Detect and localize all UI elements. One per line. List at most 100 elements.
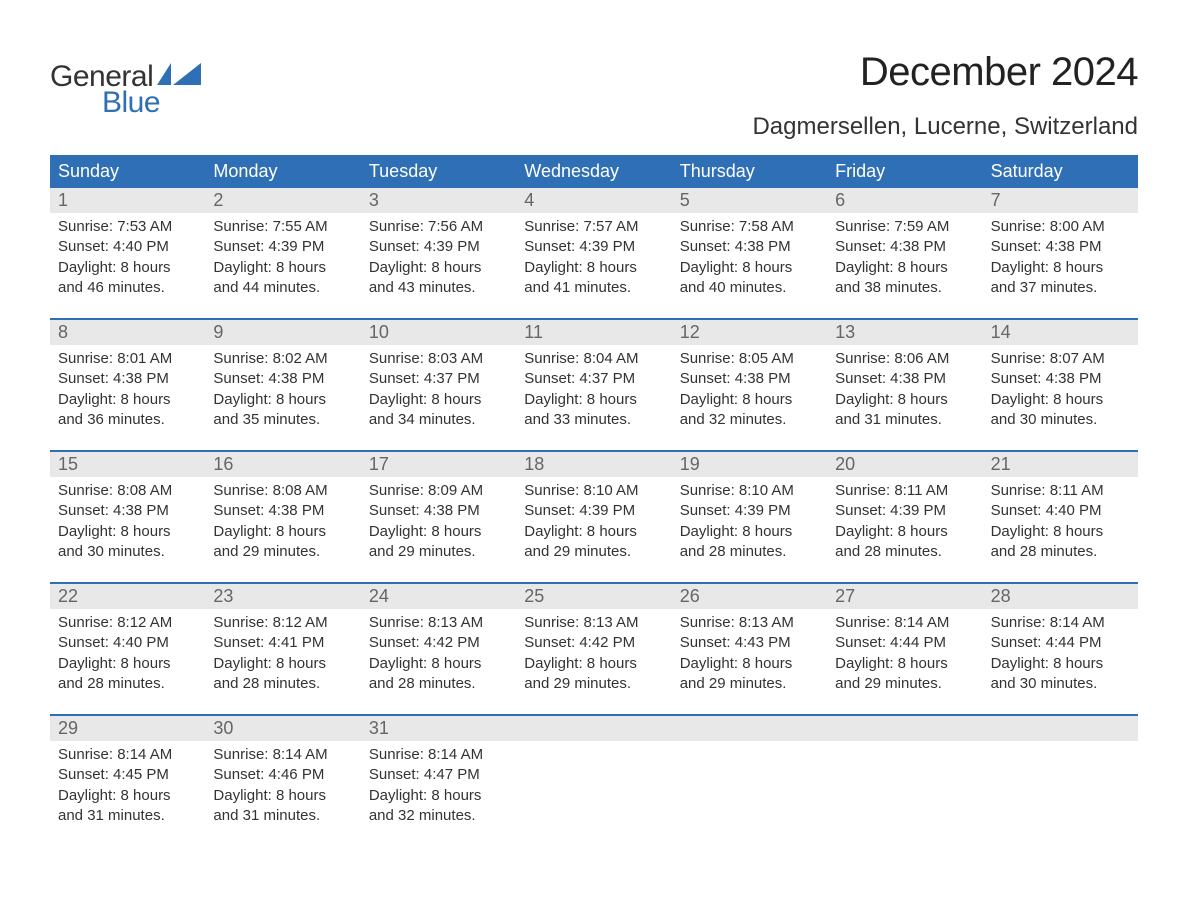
- sunset-text: Sunset: 4:39 PM: [213, 237, 352, 257]
- sunset-text: Sunset: 4:39 PM: [835, 501, 974, 521]
- sunset-text: Sunset: 4:40 PM: [58, 633, 197, 653]
- day-cell: Sunrise: 8:01 AMSunset: 4:38 PMDaylight:…: [50, 345, 205, 434]
- day-number: 9: [205, 320, 360, 345]
- day-number: 26: [672, 584, 827, 609]
- daylight-text-1: Daylight: 8 hours: [58, 390, 197, 410]
- sunset-text: Sunset: 4:44 PM: [835, 633, 974, 653]
- sunset-text: Sunset: 4:38 PM: [835, 237, 974, 257]
- daylight-text-2: and 31 minutes.: [213, 806, 352, 826]
- daylight-text-2: and 32 minutes.: [369, 806, 508, 826]
- day-number: 13: [827, 320, 982, 345]
- sunset-text: Sunset: 4:39 PM: [369, 237, 508, 257]
- daylight-text-1: Daylight: 8 hours: [58, 522, 197, 542]
- day-number: 23: [205, 584, 360, 609]
- sunrise-text: Sunrise: 8:08 AM: [58, 481, 197, 501]
- sunset-text: Sunset: 4:38 PM: [991, 237, 1130, 257]
- sunset-text: Sunset: 4:44 PM: [991, 633, 1130, 653]
- sunrise-text: Sunrise: 8:09 AM: [369, 481, 508, 501]
- day-cell: Sunrise: 8:14 AMSunset: 4:46 PMDaylight:…: [205, 741, 360, 830]
- day-number: 3: [361, 188, 516, 213]
- day-cell: Sunrise: 8:02 AMSunset: 4:38 PMDaylight:…: [205, 345, 360, 434]
- sunset-text: Sunset: 4:38 PM: [58, 369, 197, 389]
- daylight-text-2: and 44 minutes.: [213, 278, 352, 298]
- day-cell: Sunrise: 7:56 AMSunset: 4:39 PMDaylight:…: [361, 213, 516, 302]
- daylight-text-1: Daylight: 8 hours: [991, 654, 1130, 674]
- day-number-row: 293031: [50, 716, 1138, 741]
- sunrise-text: Sunrise: 8:11 AM: [835, 481, 974, 501]
- daylight-text-2: and 30 minutes.: [991, 410, 1130, 430]
- week-row: 891011121314Sunrise: 8:01 AMSunset: 4:38…: [50, 318, 1138, 434]
- sunrise-text: Sunrise: 8:10 AM: [524, 481, 663, 501]
- day-header-cell: Monday: [205, 155, 360, 188]
- day-cell: Sunrise: 7:57 AMSunset: 4:39 PMDaylight:…: [516, 213, 671, 302]
- sunset-text: Sunset: 4:47 PM: [369, 765, 508, 785]
- day-cell: Sunrise: 7:55 AMSunset: 4:39 PMDaylight:…: [205, 213, 360, 302]
- day-number: 24: [361, 584, 516, 609]
- day-cell: Sunrise: 8:08 AMSunset: 4:38 PMDaylight:…: [205, 477, 360, 566]
- day-number: 16: [205, 452, 360, 477]
- day-number: 27: [827, 584, 982, 609]
- daylight-text-2: and 31 minutes.: [58, 806, 197, 826]
- sunset-text: Sunset: 4:39 PM: [524, 501, 663, 521]
- daylight-text-2: and 46 minutes.: [58, 278, 197, 298]
- sunrise-text: Sunrise: 8:14 AM: [991, 613, 1130, 633]
- daylight-text-1: Daylight: 8 hours: [369, 258, 508, 278]
- day-body-row: Sunrise: 7:53 AMSunset: 4:40 PMDaylight:…: [50, 213, 1138, 302]
- day-number: 14: [983, 320, 1138, 345]
- sunset-text: Sunset: 4:38 PM: [213, 501, 352, 521]
- day-number: 1: [50, 188, 205, 213]
- day-cell: Sunrise: 7:53 AMSunset: 4:40 PMDaylight:…: [50, 213, 205, 302]
- day-number: 19: [672, 452, 827, 477]
- day-number: 4: [516, 188, 671, 213]
- daylight-text-1: Daylight: 8 hours: [369, 786, 508, 806]
- daylight-text-1: Daylight: 8 hours: [369, 522, 508, 542]
- day-number: 15: [50, 452, 205, 477]
- sunset-text: Sunset: 4:40 PM: [991, 501, 1130, 521]
- sunrise-text: Sunrise: 7:59 AM: [835, 217, 974, 237]
- day-number: 30: [205, 716, 360, 741]
- day-number-row: 15161718192021: [50, 452, 1138, 477]
- day-cell: [516, 741, 671, 830]
- sunrise-text: Sunrise: 8:11 AM: [991, 481, 1130, 501]
- daylight-text-2: and 29 minutes.: [213, 542, 352, 562]
- daylight-text-1: Daylight: 8 hours: [680, 654, 819, 674]
- daylight-text-1: Daylight: 8 hours: [835, 522, 974, 542]
- sunset-text: Sunset: 4:42 PM: [369, 633, 508, 653]
- sunset-text: Sunset: 4:38 PM: [991, 369, 1130, 389]
- sunrise-text: Sunrise: 7:56 AM: [369, 217, 508, 237]
- day-number: 20: [827, 452, 982, 477]
- day-cell: Sunrise: 8:14 AMSunset: 4:44 PMDaylight:…: [983, 609, 1138, 698]
- sunset-text: Sunset: 4:37 PM: [524, 369, 663, 389]
- daylight-text-2: and 28 minutes.: [58, 674, 197, 694]
- sunset-text: Sunset: 4:38 PM: [369, 501, 508, 521]
- sunrise-text: Sunrise: 7:55 AM: [213, 217, 352, 237]
- day-number: 11: [516, 320, 671, 345]
- page-header: General Blue December 2024 Dagmersellen,…: [50, 50, 1138, 141]
- day-cell: Sunrise: 8:04 AMSunset: 4:37 PMDaylight:…: [516, 345, 671, 434]
- calendar: SundayMondayTuesdayWednesdayThursdayFrid…: [50, 155, 1138, 830]
- day-cell: Sunrise: 8:12 AMSunset: 4:40 PMDaylight:…: [50, 609, 205, 698]
- daylight-text-2: and 35 minutes.: [213, 410, 352, 430]
- daylight-text-1: Daylight: 8 hours: [524, 258, 663, 278]
- sunset-text: Sunset: 4:45 PM: [58, 765, 197, 785]
- sunrise-text: Sunrise: 8:06 AM: [835, 349, 974, 369]
- month-title: December 2024: [752, 50, 1138, 95]
- daylight-text-2: and 29 minutes.: [835, 674, 974, 694]
- daylight-text-2: and 34 minutes.: [369, 410, 508, 430]
- daylight-text-2: and 37 minutes.: [991, 278, 1130, 298]
- daylight-text-1: Daylight: 8 hours: [58, 258, 197, 278]
- day-cell: Sunrise: 8:05 AMSunset: 4:38 PMDaylight:…: [672, 345, 827, 434]
- day-number: [827, 716, 982, 741]
- week-row: 1234567Sunrise: 7:53 AMSunset: 4:40 PMDa…: [50, 188, 1138, 302]
- logo-flag-icon: [157, 63, 201, 90]
- day-header-cell: Friday: [827, 155, 982, 188]
- daylight-text-2: and 40 minutes.: [680, 278, 819, 298]
- day-body-row: Sunrise: 8:14 AMSunset: 4:45 PMDaylight:…: [50, 741, 1138, 830]
- day-number: 5: [672, 188, 827, 213]
- logo: General Blue: [50, 60, 201, 120]
- day-cell: Sunrise: 8:13 AMSunset: 4:42 PMDaylight:…: [516, 609, 671, 698]
- daylight-text-2: and 29 minutes.: [369, 542, 508, 562]
- daylight-text-1: Daylight: 8 hours: [213, 786, 352, 806]
- daylight-text-1: Daylight: 8 hours: [680, 522, 819, 542]
- daylight-text-1: Daylight: 8 hours: [369, 390, 508, 410]
